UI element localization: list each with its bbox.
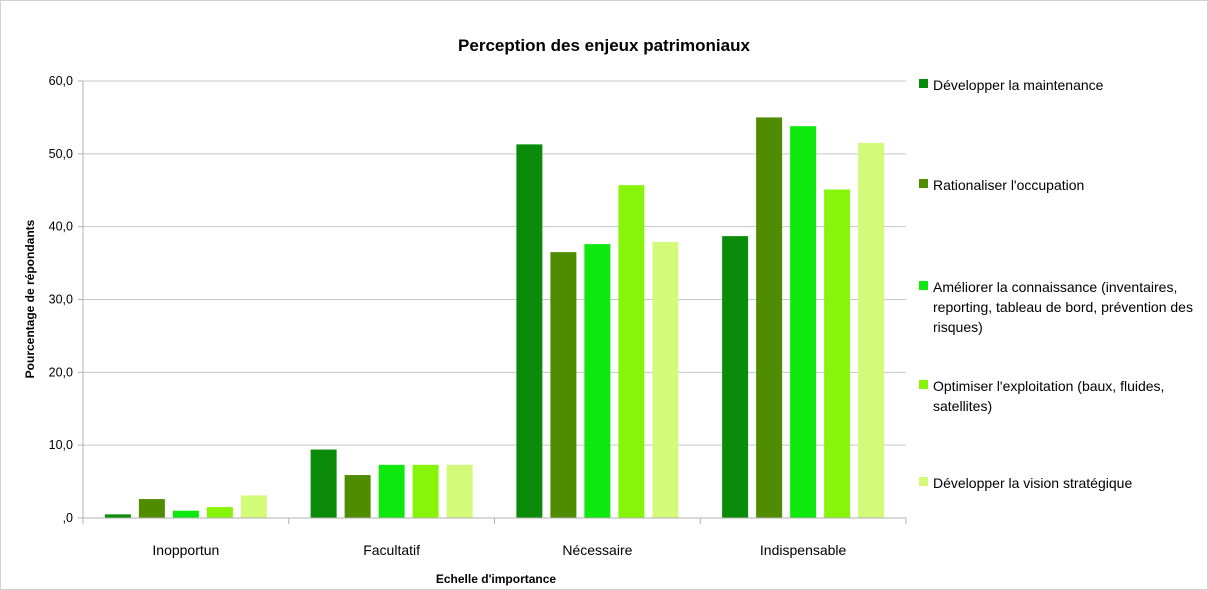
x-axis-label: Echelle d'importance (436, 572, 557, 586)
bar (584, 244, 611, 518)
bar (652, 241, 679, 518)
bar (790, 126, 817, 518)
legend-swatch (919, 281, 928, 290)
y-tick-label: 40,0 (49, 220, 73, 234)
bar (412, 464, 439, 518)
bar (722, 236, 749, 518)
bars (104, 117, 885, 519)
legend-swatch (919, 477, 928, 486)
y-axis-label: Pourcentage de répondants (23, 219, 37, 378)
x-tick-label: Indispensable (760, 542, 847, 558)
bar (550, 252, 577, 519)
gridlines (83, 80, 906, 519)
y-tick-label: 60,0 (49, 74, 73, 88)
bar (138, 499, 165, 518)
legend-label: Améliorer la connaissance (inventaires, r… (933, 279, 1193, 335)
legend-label: Optimiser l'exploitation (baux, fluides,… (933, 378, 1164, 414)
x-axis: Inopportun Facultatif Nécessaire Indispensa… (82, 517, 907, 558)
bar (344, 475, 371, 518)
legend-label: Développer la vision stratégique (933, 475, 1132, 491)
bar (618, 185, 645, 518)
legend-label: Développer la maintenance (933, 77, 1104, 93)
x-tick-label: Facultatif (363, 542, 420, 558)
chart-title: Perception des enjeux patrimoniaux (458, 36, 750, 55)
bar (446, 464, 473, 518)
y-tick-label: 20,0 (49, 365, 73, 379)
bar (756, 117, 783, 519)
bar (310, 449, 337, 518)
bar (516, 144, 543, 519)
bar (104, 514, 131, 518)
legend: Développer la maintenance Rationaliser l'… (919, 77, 1193, 491)
bar (824, 189, 851, 518)
y-tick-label: 30,0 (49, 293, 73, 307)
legend-swatch (919, 179, 928, 188)
legend-swatch (919, 380, 928, 389)
x-tick-label: Inopportun (152, 542, 219, 558)
bar (858, 142, 885, 519)
legend-label: Rationaliser l'occupation (933, 177, 1084, 193)
bar (378, 464, 405, 518)
bar (206, 507, 233, 518)
bar (240, 495, 267, 518)
x-tick-label: Nécessaire (562, 542, 632, 558)
bar (172, 510, 199, 518)
y-tick-label: 10,0 (49, 438, 73, 452)
y-axis-ticks: ,0 10,0 20,0 30,0 40,0 50,0 60,0 (49, 74, 84, 525)
y-tick-label: 50,0 (49, 147, 73, 161)
legend-swatch (919, 79, 928, 88)
y-tick-label: ,0 (63, 511, 73, 525)
